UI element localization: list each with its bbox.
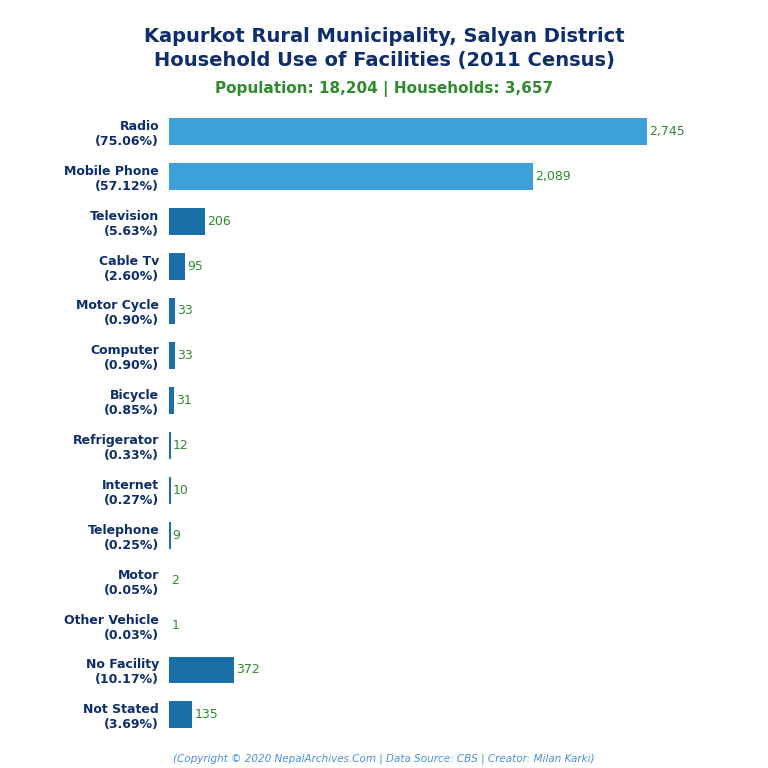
Text: (Copyright © 2020 NepalArchives.Com | Data Source: CBS | Creator: Milan Karki): (Copyright © 2020 NepalArchives.Com | Da…: [174, 753, 594, 764]
Bar: [169, 522, 170, 549]
Text: 2,745: 2,745: [649, 125, 684, 138]
Bar: [169, 432, 171, 459]
Bar: [169, 253, 186, 280]
Text: 12: 12: [173, 439, 189, 452]
Text: 135: 135: [194, 708, 218, 721]
Bar: [169, 701, 193, 728]
Bar: [169, 387, 174, 414]
Bar: [169, 657, 233, 684]
Bar: [169, 343, 174, 369]
Text: 372: 372: [236, 664, 260, 677]
Text: 33: 33: [177, 304, 193, 317]
Bar: [169, 477, 170, 504]
Text: 10: 10: [173, 484, 189, 497]
Text: 206: 206: [207, 215, 230, 228]
Text: Household Use of Facilities (2011 Census): Household Use of Facilities (2011 Census…: [154, 51, 614, 71]
Text: 33: 33: [177, 349, 193, 362]
Text: 2,089: 2,089: [535, 170, 571, 183]
Text: 95: 95: [187, 260, 204, 273]
Text: Population: 18,204 | Households: 3,657: Population: 18,204 | Households: 3,657: [215, 81, 553, 97]
Bar: [169, 297, 174, 324]
Bar: [169, 208, 205, 235]
Text: 2: 2: [171, 574, 179, 587]
Bar: [169, 118, 647, 145]
Text: 31: 31: [177, 394, 192, 407]
Text: 9: 9: [173, 529, 180, 542]
Bar: [169, 163, 533, 190]
Text: Kapurkot Rural Municipality, Salyan District: Kapurkot Rural Municipality, Salyan Dist…: [144, 27, 624, 46]
Text: 1: 1: [171, 618, 179, 631]
